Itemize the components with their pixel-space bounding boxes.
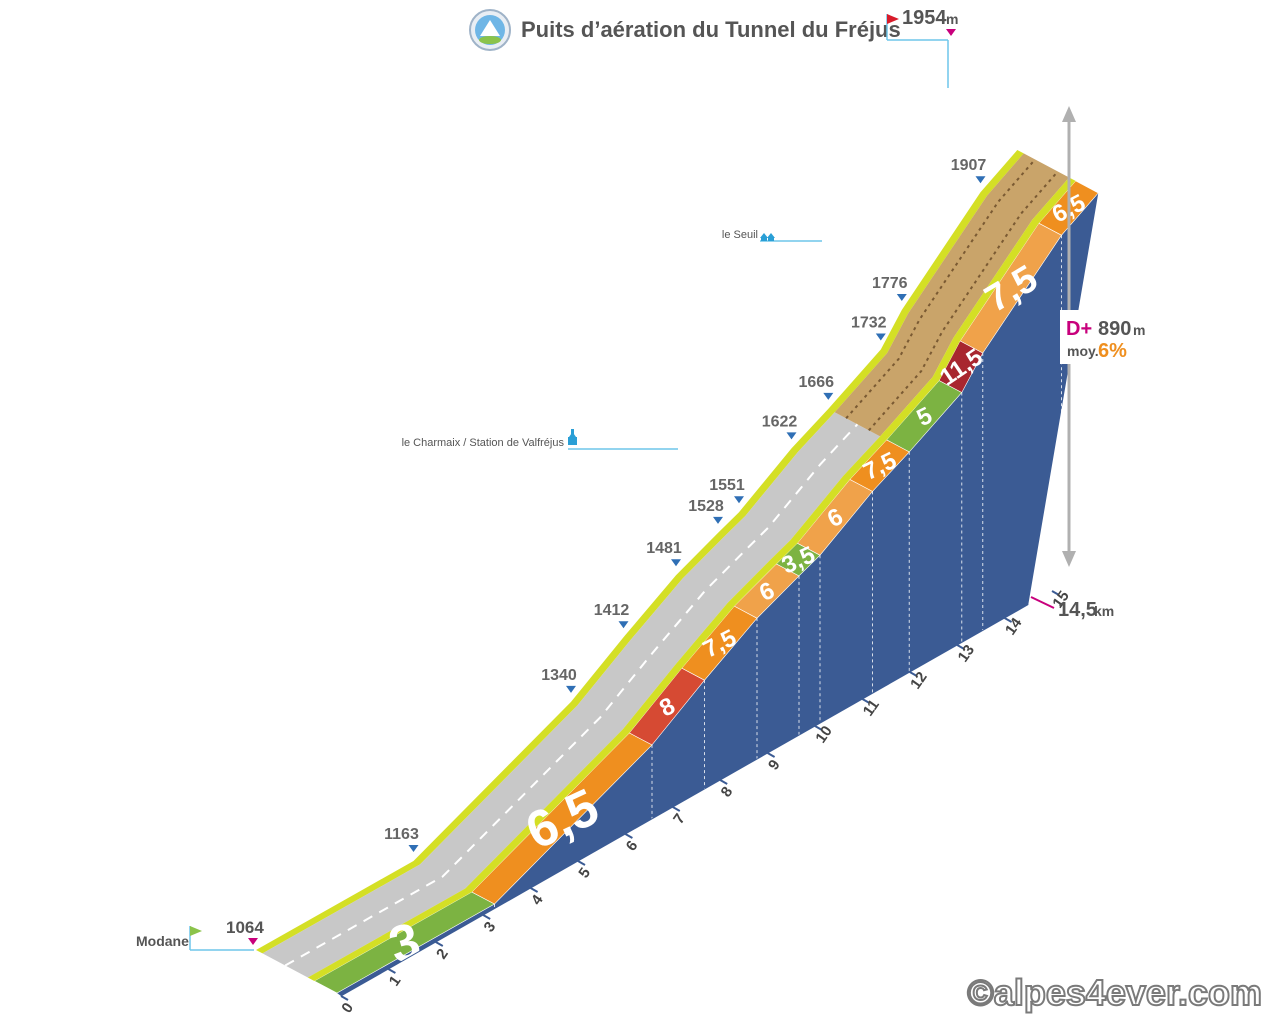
x-tick-mark xyxy=(861,698,870,704)
average-label: moy. xyxy=(1067,343,1099,359)
altitude-pointer-icon xyxy=(713,516,723,524)
x-tick-mark xyxy=(624,833,633,839)
summit-altitude: 1954 xyxy=(902,7,947,29)
x-tick-mark xyxy=(672,806,681,812)
summit-unit: m xyxy=(946,11,958,27)
summit-pointer-icon xyxy=(946,29,956,36)
x-tick-label: 0 xyxy=(338,1000,357,1017)
x-axis-line xyxy=(340,604,1029,997)
altitude-label: 1340 xyxy=(541,667,577,684)
altitude-label: 1163 xyxy=(384,826,419,843)
altitude-label: 1412 xyxy=(594,602,630,619)
x-tick-label: 10 xyxy=(812,723,835,746)
gain-indicator: D+ 890 m moy. 6% xyxy=(1060,106,1152,567)
logo-mountain xyxy=(480,20,500,36)
gain-label: D+ xyxy=(1066,318,1092,340)
road-centre-line xyxy=(284,423,859,967)
altitude-label: 1907 xyxy=(951,157,987,174)
title-block: Puits d’aération du Tunnel du Fréjus xyxy=(469,9,901,51)
x-tick-label: 15 xyxy=(1049,588,1072,611)
x-tick-mark xyxy=(1004,617,1013,623)
x-tick-label: 2 xyxy=(433,946,452,963)
copyright: ©alpes4ever.com xyxy=(967,972,1262,1013)
altitude-pointer-icon xyxy=(975,176,986,184)
x-tick-mark xyxy=(387,968,396,974)
distance-unit: km xyxy=(1094,603,1114,619)
gain-arrow-down-icon xyxy=(1062,551,1076,567)
x-tick-label: 9 xyxy=(765,757,784,774)
seuil-label: le Seuil xyxy=(722,229,758,241)
altitude-pointer-icon xyxy=(618,621,629,629)
altitude-pointer-icon xyxy=(896,294,907,301)
distance-value: 14,5 xyxy=(1058,599,1097,621)
place-charmaix: le Charmaix / Station de Valfréjus xyxy=(402,429,678,450)
x-tick-mark xyxy=(435,941,444,947)
x-tick-label: 3 xyxy=(481,919,500,936)
x-tick-mark xyxy=(767,752,776,758)
altitude-label: 1551 xyxy=(709,477,745,494)
x-tick-mark xyxy=(482,914,491,920)
x-tick-mark xyxy=(530,887,539,893)
summit-flag-icon xyxy=(887,14,899,24)
place-seuil: le Seuil xyxy=(722,229,822,242)
x-tick-mark xyxy=(577,860,586,866)
x-tick-mark xyxy=(1051,590,1060,596)
start-marker: Modane 1064 xyxy=(136,918,264,951)
start-flag-icon xyxy=(190,926,202,936)
road-surface xyxy=(256,150,1076,981)
start-altitude: 1064 xyxy=(226,918,264,937)
charmaix-label: le Charmaix / Station de Valfréjus xyxy=(402,437,565,449)
x-tick-label: 5 xyxy=(575,865,594,882)
altitude-label: 1732 xyxy=(851,315,887,332)
x-tick-label: 12 xyxy=(907,669,930,692)
road-paved xyxy=(262,412,881,978)
gain-arrow-up-icon xyxy=(1062,106,1076,122)
altitude-pointer-icon xyxy=(734,496,744,504)
summit-marker: 1954 m xyxy=(886,7,958,88)
x-tick-label: 13 xyxy=(955,642,978,665)
altitude-label: 1622 xyxy=(762,413,798,430)
church-icon xyxy=(568,429,577,445)
x-tick-mark xyxy=(956,644,965,650)
x-tick-label: 1 xyxy=(386,973,405,990)
logo-meadow xyxy=(479,36,501,44)
x-tick-label: 6 xyxy=(623,838,642,855)
average-value: 6% xyxy=(1098,340,1127,362)
km-dashed-lines xyxy=(494,235,1062,909)
distance-pointer xyxy=(1030,596,1055,609)
x-tick-label: 4 xyxy=(528,891,547,908)
altitude-pointer-icon xyxy=(875,333,886,341)
start-name: Modane xyxy=(136,933,189,949)
gain-value: 890 xyxy=(1098,318,1131,340)
altitude-label: 1528 xyxy=(688,498,724,515)
altitude-label: 1481 xyxy=(646,540,682,557)
gain-unit: m xyxy=(1133,322,1145,338)
gradient-band xyxy=(313,180,1099,994)
altitude-pointer-icon xyxy=(823,392,834,400)
panel-face xyxy=(337,193,1099,996)
altitude-label: 1666 xyxy=(798,374,834,391)
altitude-pointer-icon xyxy=(786,432,797,440)
distance-total: 14,5 km xyxy=(1030,596,1114,621)
x-tick-label: 7 xyxy=(670,811,689,828)
altitude-pointer-icon xyxy=(566,685,576,693)
houses-icon xyxy=(760,233,775,241)
x-tick-mark xyxy=(719,779,728,785)
gain-bg xyxy=(1060,310,1152,364)
side-panel xyxy=(337,193,1099,996)
altitude-labels: 1163 1340 1412 1481 1528 1551 1622 1666 1732 1776… xyxy=(384,157,986,852)
x-tick-mark xyxy=(340,995,349,1001)
x-tick-mark xyxy=(814,725,823,731)
chart-title: Puits d’aération du Tunnel du Fréjus xyxy=(521,17,901,42)
altitude-label: 1776 xyxy=(872,275,908,292)
x-tick-mark xyxy=(909,671,918,677)
altitude-pointer-icon xyxy=(408,845,419,852)
altitude-pointer-icon xyxy=(671,559,681,567)
start-pointer-icon xyxy=(248,938,258,945)
x-tick-label: 8 xyxy=(718,784,737,801)
